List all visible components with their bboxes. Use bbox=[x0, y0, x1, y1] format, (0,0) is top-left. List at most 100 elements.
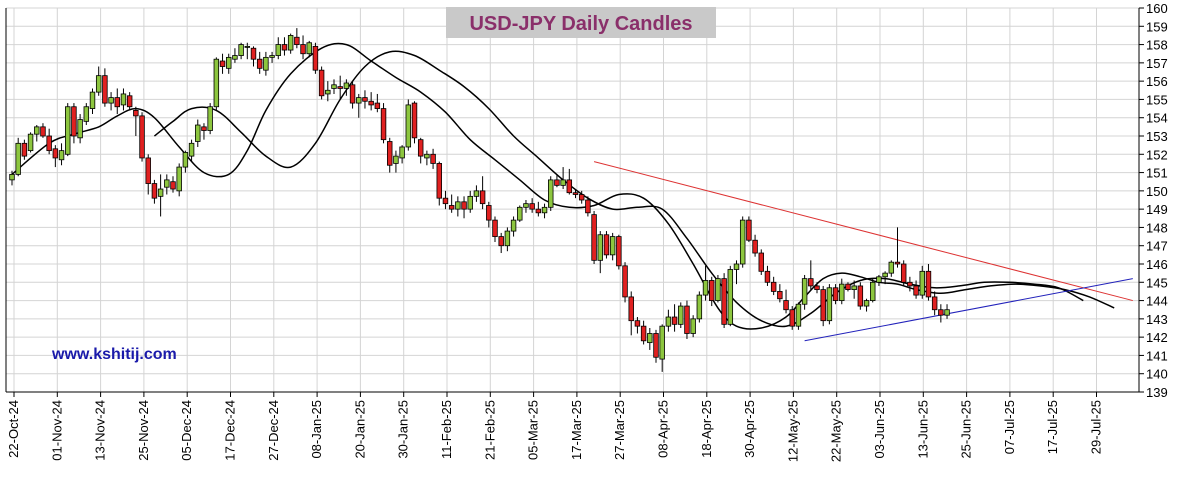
candle-body bbox=[870, 281, 876, 301]
candle-body bbox=[727, 269, 734, 325]
candle bbox=[126, 92, 133, 111]
candle bbox=[145, 154, 151, 195]
candle-body bbox=[622, 265, 628, 298]
candle-body bbox=[690, 318, 696, 334]
y-tick-label: 146 bbox=[1146, 257, 1168, 272]
candle-body bbox=[888, 261, 895, 274]
candle bbox=[337, 75, 343, 100]
candle-body bbox=[709, 280, 715, 301]
candle bbox=[789, 306, 795, 330]
candle-body bbox=[783, 300, 789, 311]
candle-body bbox=[393, 155, 399, 164]
candle bbox=[739, 216, 746, 268]
candle-body bbox=[34, 126, 40, 135]
candle-body bbox=[479, 190, 486, 205]
candle-body bbox=[182, 152, 189, 168]
y-tick-label: 148 bbox=[1146, 220, 1168, 235]
x-tick-label: 25-Nov-24 bbox=[136, 400, 151, 461]
chart-title-background bbox=[446, 7, 716, 38]
candle-body bbox=[9, 173, 15, 181]
y-tick-label: 140 bbox=[1146, 367, 1168, 382]
candle-body bbox=[789, 309, 795, 327]
candle-body bbox=[486, 205, 492, 221]
candle bbox=[578, 190, 585, 204]
candle bbox=[585, 196, 591, 217]
candle-body bbox=[126, 95, 133, 108]
x-tick-label: 08-Jan-25 bbox=[309, 400, 324, 459]
x-tick-label: 30-Jan-25 bbox=[396, 400, 411, 459]
support-trendline bbox=[804, 278, 1133, 342]
candle bbox=[275, 37, 281, 60]
candle-body bbox=[529, 203, 535, 210]
x-tick-label: 17-Dec-24 bbox=[223, 400, 238, 461]
candle-body bbox=[770, 281, 777, 292]
watermark-text: www.kshitij.com bbox=[51, 346, 177, 363]
candle bbox=[405, 99, 412, 151]
candle bbox=[411, 101, 418, 144]
candle bbox=[560, 167, 566, 190]
candle-body bbox=[746, 219, 752, 241]
candle bbox=[702, 265, 709, 301]
x-tick-label: 17-Jul-25 bbox=[1045, 400, 1060, 454]
candle-body bbox=[510, 219, 517, 232]
candle bbox=[913, 280, 919, 299]
candle-body bbox=[21, 142, 28, 157]
x-tick-label: 13-Jun-25 bbox=[915, 400, 930, 459]
candle bbox=[907, 276, 913, 292]
candle-body bbox=[572, 192, 579, 195]
candle bbox=[808, 260, 814, 290]
candle-body bbox=[331, 84, 337, 89]
candle bbox=[640, 320, 647, 345]
candle bbox=[832, 284, 839, 305]
x-tick-label: 29-Jul-25 bbox=[1089, 400, 1104, 454]
candle-body bbox=[764, 270, 771, 283]
candle-body bbox=[671, 316, 678, 325]
candle bbox=[764, 265, 771, 286]
candle-body bbox=[919, 270, 925, 296]
candle-body bbox=[678, 305, 684, 325]
x-tick-label: 22-May-25 bbox=[829, 400, 844, 462]
candle-body bbox=[839, 283, 845, 301]
candle bbox=[870, 278, 876, 303]
candle-body bbox=[281, 44, 288, 51]
candle-body bbox=[294, 36, 300, 45]
candle-body bbox=[535, 208, 542, 214]
candle bbox=[387, 137, 393, 173]
candle bbox=[541, 203, 548, 219]
candle-body bbox=[436, 163, 442, 199]
candle bbox=[752, 234, 758, 257]
candle bbox=[250, 46, 257, 67]
y-tick-label: 153 bbox=[1146, 129, 1168, 144]
candle bbox=[455, 196, 461, 217]
candle bbox=[201, 123, 207, 140]
candle bbox=[777, 284, 783, 303]
candle bbox=[498, 232, 504, 254]
candle bbox=[659, 324, 665, 372]
candle-body bbox=[151, 183, 158, 199]
candle bbox=[226, 53, 232, 74]
candle bbox=[517, 205, 523, 222]
candle-body bbox=[467, 195, 473, 210]
candle bbox=[430, 148, 436, 169]
y-tick-label: 144 bbox=[1146, 294, 1168, 309]
candle-body bbox=[417, 139, 424, 157]
candle-body bbox=[207, 106, 213, 131]
candle bbox=[863, 298, 870, 312]
candle bbox=[368, 92, 374, 111]
candle bbox=[300, 35, 306, 60]
candle-body bbox=[238, 44, 244, 56]
candle bbox=[393, 150, 399, 173]
candle bbox=[938, 304, 944, 323]
candle-body bbox=[931, 296, 938, 311]
candle bbox=[362, 90, 368, 109]
x-tick-label: 27-Dec-24 bbox=[266, 400, 281, 461]
candle bbox=[46, 128, 52, 155]
candle bbox=[399, 145, 405, 164]
candle-body bbox=[832, 287, 839, 301]
candle bbox=[919, 265, 925, 299]
chart-title-group: USD-JPY Daily Candles bbox=[446, 7, 716, 38]
candle-body bbox=[300, 44, 306, 55]
candle bbox=[690, 315, 696, 338]
candle-body bbox=[46, 135, 52, 152]
candle bbox=[770, 276, 777, 296]
